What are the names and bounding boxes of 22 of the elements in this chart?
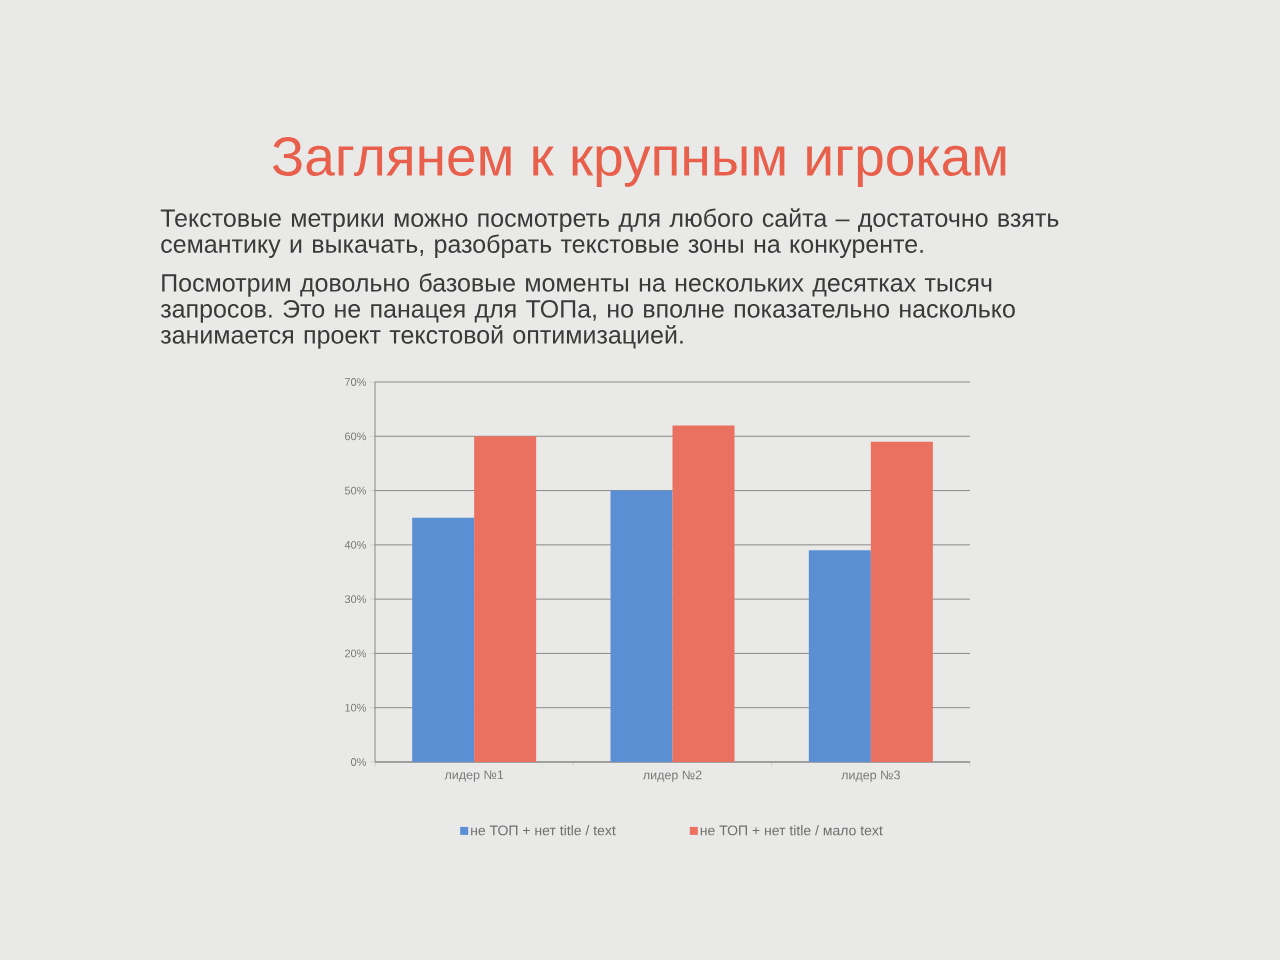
y-tick-label: 50%: [344, 486, 367, 495]
y-tick-label: 0%: [351, 758, 367, 766]
bar: [808, 550, 871, 762]
bar: [412, 517, 475, 762]
chart-subtitle: Текстовые метрики можно посмотреть для любого сайта – достаточно взять семантику и выкачать, разобрать текстовые зоны на конкуренте.: [160, 208, 1059, 258]
y-tick-label: 40%: [344, 540, 367, 549]
bar: [870, 441, 933, 762]
bar: [672, 425, 735, 762]
y-tick-label: 10%: [345, 703, 367, 712]
legend-label: не ТОП + нет title / text: [471, 825, 616, 836]
y-tick-label: 70%: [345, 378, 367, 386]
legend-label: не ТОП + нет title / мало text: [700, 825, 883, 836]
x-tick-label: лидер №2: [642, 770, 702, 782]
text: Посмотрим довольно базовые моменты на нескольких десятках тысяч запросов. Это не панацея для ТОПа, но вполне показательно насколько занимается проект текстовой оптимизацией.: [160, 273, 1015, 349]
bar: [474, 436, 537, 762]
x-tick-label: лидер №3: [841, 770, 900, 782]
x-tick-label: лидер №1: [444, 770, 504, 782]
y-tick-label: 20%: [345, 649, 367, 658]
bar: [610, 490, 673, 762]
chart-title: Заглянем к крупным игрокам: [272, 137, 1006, 187]
y-tick-label: 30%: [344, 595, 367, 604]
y-tick-label: 60%: [345, 432, 367, 441]
